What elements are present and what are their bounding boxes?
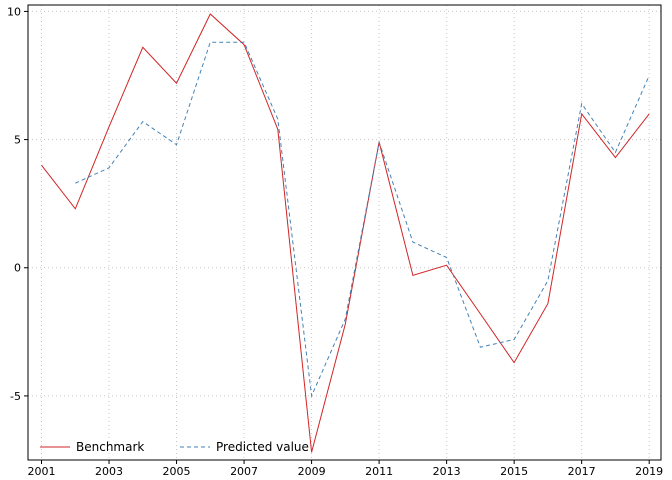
x-tick-label: 2001 bbox=[28, 465, 56, 478]
x-tick-label: 2005 bbox=[163, 465, 191, 478]
x-tick-label: 2013 bbox=[433, 465, 461, 478]
grid bbox=[28, 5, 661, 460]
x-tick-label: 2017 bbox=[568, 465, 596, 478]
plot-border bbox=[27, 4, 662, 461]
y-tick-label: 5 bbox=[14, 134, 21, 147]
y-tick-label: -5 bbox=[10, 390, 21, 403]
x-tick-label: 2019 bbox=[635, 465, 663, 478]
x-tick-label: 2003 bbox=[95, 465, 123, 478]
x-axis: 2001 2003 2005 2007 2009 2011 2013 2015 2017 2019 bbox=[28, 460, 663, 478]
series-benchmark bbox=[41, 13, 650, 453]
legend-label: Predicted value bbox=[216, 440, 309, 454]
legend-label: Benchmark bbox=[76, 440, 144, 454]
x-tick-label: 2007 bbox=[230, 465, 258, 478]
x-tick-label: 2011 bbox=[365, 465, 393, 478]
y-tick-label: 10 bbox=[7, 5, 21, 18]
x-tick-label: 2009 bbox=[298, 465, 326, 478]
y-axis: -5 0 5 10 bbox=[7, 5, 28, 403]
legend: Benchmark Predicted value bbox=[40, 440, 309, 454]
y-tick-label: 0 bbox=[14, 262, 21, 275]
series-predicted-value bbox=[75, 41, 650, 398]
x-tick-label: 2015 bbox=[500, 465, 528, 478]
